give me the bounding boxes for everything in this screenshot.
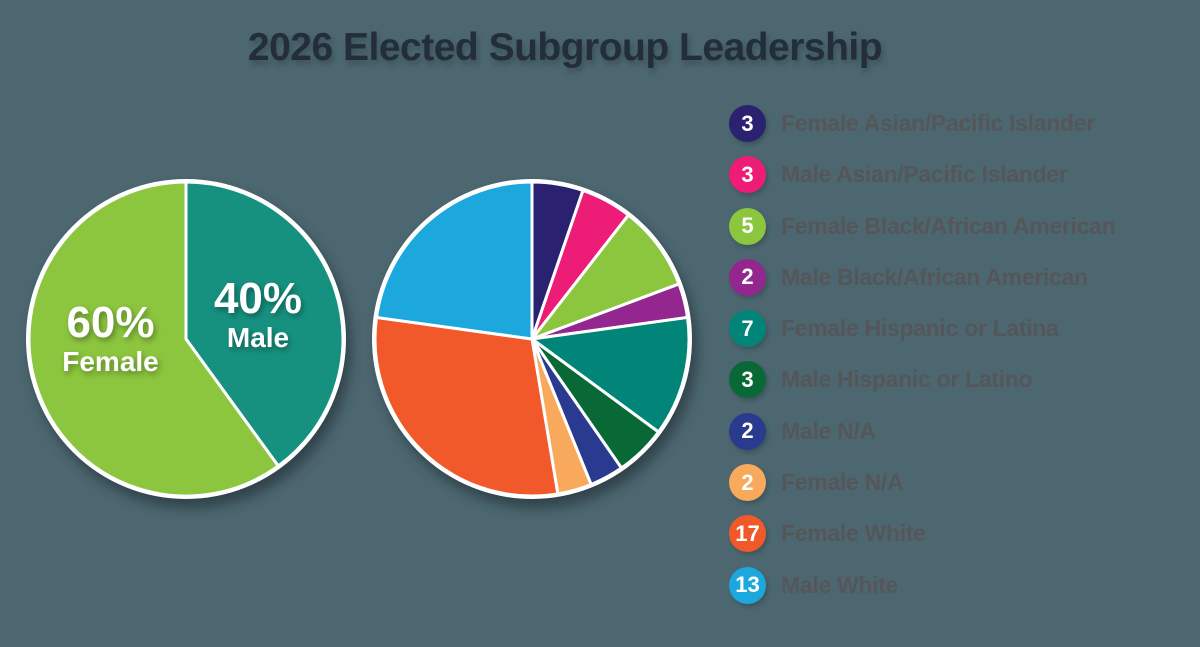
- legend-count-badge: 13: [729, 566, 766, 604]
- legend-count-badge: 3: [729, 105, 766, 142]
- legend-item: 2 Male N/A: [729, 412, 1115, 450]
- pie-outline-ring: [26, 179, 346, 499]
- legend-item-label: Male Asian/Pacific Islander: [781, 161, 1068, 188]
- legend-item-label: Male Black/African American: [781, 263, 1088, 290]
- legend-item-label: Female White: [781, 520, 926, 547]
- legend-item-label: Female Hispanic or Latina: [781, 315, 1059, 342]
- legend-item: 17 Female White: [729, 515, 1115, 553]
- pie-slice-male-white: [374, 180, 534, 341]
- legend-item-label: Female Asian/Pacific Islander: [781, 110, 1095, 136]
- legend-count-badge: 2: [729, 258, 766, 296]
- legend-item: 3 Female Asian/Pacific Islander: [729, 105, 1115, 142]
- legend-count-badge: 7: [729, 310, 766, 348]
- female-percent-caption: Female: [62, 346, 159, 377]
- legend: 3 Female Asian/Pacific Islander 3 Male Asia…: [729, 105, 1116, 604]
- chart-title: 2026 Elected Subgroup Leadership: [247, 26, 883, 69]
- legend-item: 2 Female N/A: [729, 464, 1115, 502]
- legend-count-badge: 2: [729, 412, 766, 450]
- legend-item: 3 Male Hispanic or Latino: [729, 361, 1115, 399]
- legend-item-label: Male Hispanic or Latino: [781, 366, 1033, 393]
- legend-count-badge: 2: [729, 464, 766, 502]
- legend-count-badge: 5: [729, 207, 766, 245]
- male-percent-caption: Male: [226, 322, 290, 353]
- legend-item: 5 Female Black/African American: [729, 207, 1116, 245]
- legend-count-badge: 3: [729, 156, 766, 194]
- female-percent-value: 60%: [66, 298, 155, 347]
- legend-item: 3 Male Asian/Pacific Islander: [729, 156, 1115, 194]
- gender-pie-label-male: 40% Male: [178, 276, 338, 354]
- gender-pie-label-female: 60% Female: [28, 300, 193, 378]
- legend-count-badge: 3: [729, 361, 766, 399]
- gender-pie-chart: [26, 179, 346, 499]
- legend-item: 13 Male White: [729, 566, 1115, 604]
- legend-item-label: Female N/A: [781, 469, 904, 496]
- legend-item-label: Male White: [781, 571, 899, 598]
- male-percent-value: 40%: [213, 274, 303, 323]
- legend-count-badge: 17: [729, 515, 766, 553]
- legend-item: 7 Female Hispanic or Latina: [729, 310, 1115, 348]
- legend-item: 2 Male Black/African American: [729, 258, 1115, 296]
- demographics-pie-chart: [372, 179, 692, 499]
- pie-slice-female-white: [373, 315, 560, 498]
- legend-item-label: Male N/A: [781, 417, 876, 444]
- pie-outline-ring: [372, 179, 692, 499]
- legend-item-label: Female Black/African American: [781, 212, 1116, 239]
